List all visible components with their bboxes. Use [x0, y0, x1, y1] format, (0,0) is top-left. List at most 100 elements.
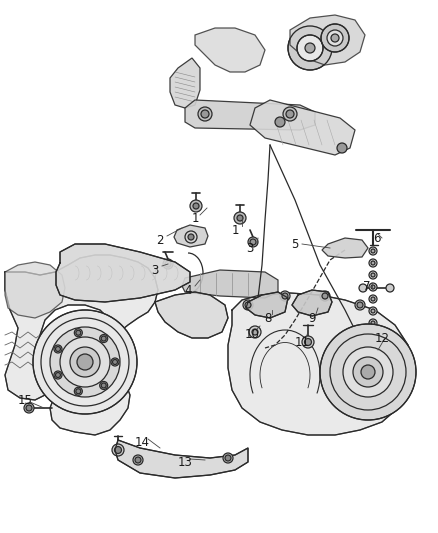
- Circle shape: [359, 284, 367, 292]
- Circle shape: [283, 107, 297, 121]
- Circle shape: [357, 302, 363, 308]
- Circle shape: [60, 337, 110, 387]
- Circle shape: [275, 117, 285, 127]
- Text: 9: 9: [308, 311, 316, 325]
- Circle shape: [371, 273, 375, 277]
- Circle shape: [248, 237, 258, 247]
- Circle shape: [26, 405, 32, 411]
- Circle shape: [163, 259, 173, 269]
- Circle shape: [56, 346, 60, 351]
- Circle shape: [245, 302, 251, 308]
- Circle shape: [371, 261, 375, 265]
- Circle shape: [321, 24, 349, 52]
- Circle shape: [337, 143, 347, 153]
- Circle shape: [288, 26, 332, 70]
- Circle shape: [355, 300, 365, 310]
- Polygon shape: [5, 255, 158, 435]
- Circle shape: [297, 35, 323, 61]
- Circle shape: [369, 283, 377, 291]
- Polygon shape: [290, 15, 365, 65]
- Circle shape: [234, 212, 246, 224]
- Text: 10: 10: [244, 327, 259, 341]
- Circle shape: [114, 447, 121, 454]
- Polygon shape: [56, 244, 190, 302]
- Circle shape: [371, 309, 375, 313]
- Circle shape: [369, 295, 377, 303]
- Text: 3: 3: [246, 241, 254, 254]
- Polygon shape: [115, 440, 248, 478]
- Text: 13: 13: [177, 456, 192, 470]
- Polygon shape: [170, 58, 200, 108]
- Circle shape: [320, 291, 330, 301]
- Text: 1: 1: [191, 212, 199, 224]
- Circle shape: [369, 271, 377, 279]
- Text: 8: 8: [264, 311, 272, 325]
- Polygon shape: [250, 100, 355, 155]
- Circle shape: [370, 354, 376, 360]
- Polygon shape: [155, 292, 228, 338]
- Circle shape: [193, 203, 199, 209]
- Circle shape: [302, 336, 314, 348]
- Circle shape: [76, 330, 81, 335]
- Text: 3: 3: [151, 263, 159, 277]
- Circle shape: [76, 389, 81, 394]
- Circle shape: [361, 365, 375, 379]
- Circle shape: [371, 297, 375, 301]
- Polygon shape: [174, 225, 208, 247]
- Circle shape: [369, 319, 377, 327]
- Circle shape: [386, 284, 394, 292]
- Circle shape: [280, 291, 290, 301]
- Circle shape: [77, 354, 93, 370]
- Text: 15: 15: [18, 393, 32, 407]
- Text: 7: 7: [363, 280, 371, 294]
- Circle shape: [286, 110, 294, 118]
- Circle shape: [24, 403, 34, 413]
- Circle shape: [364, 348, 382, 366]
- Text: 6: 6: [373, 231, 381, 245]
- Circle shape: [54, 345, 62, 353]
- Circle shape: [243, 300, 253, 310]
- Circle shape: [111, 358, 119, 366]
- Circle shape: [33, 310, 137, 414]
- Circle shape: [113, 359, 117, 365]
- Circle shape: [100, 382, 108, 390]
- Circle shape: [223, 453, 233, 463]
- Circle shape: [371, 249, 375, 253]
- Circle shape: [135, 457, 141, 463]
- Circle shape: [252, 329, 258, 335]
- Circle shape: [322, 293, 328, 299]
- Circle shape: [249, 326, 261, 338]
- Circle shape: [70, 347, 100, 377]
- Polygon shape: [5, 262, 65, 318]
- Circle shape: [190, 200, 202, 212]
- Circle shape: [320, 324, 416, 420]
- Circle shape: [101, 383, 106, 388]
- Circle shape: [237, 215, 243, 221]
- Text: 5: 5: [291, 238, 299, 251]
- Polygon shape: [185, 100, 315, 130]
- Circle shape: [331, 34, 339, 42]
- Circle shape: [198, 107, 212, 121]
- Circle shape: [371, 285, 375, 289]
- Circle shape: [100, 335, 108, 343]
- Circle shape: [371, 321, 375, 325]
- Polygon shape: [228, 293, 412, 435]
- Circle shape: [188, 234, 194, 240]
- Circle shape: [133, 455, 143, 465]
- Circle shape: [282, 293, 288, 299]
- Text: 12: 12: [374, 332, 389, 344]
- Circle shape: [353, 357, 383, 387]
- Circle shape: [201, 110, 209, 118]
- Circle shape: [54, 371, 62, 379]
- Circle shape: [304, 338, 311, 345]
- Text: 14: 14: [134, 437, 149, 449]
- Circle shape: [101, 336, 106, 341]
- Circle shape: [250, 239, 256, 245]
- Text: 4: 4: [184, 284, 192, 296]
- Circle shape: [343, 347, 393, 397]
- Polygon shape: [322, 238, 368, 258]
- Circle shape: [369, 259, 377, 267]
- Circle shape: [369, 247, 377, 255]
- Circle shape: [56, 373, 60, 377]
- Circle shape: [74, 329, 82, 337]
